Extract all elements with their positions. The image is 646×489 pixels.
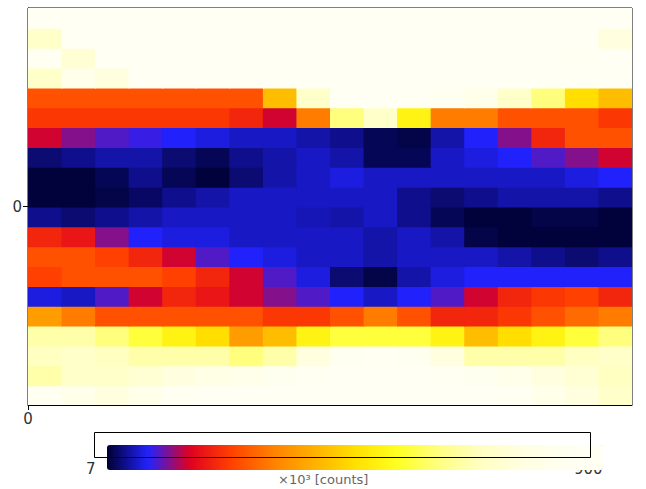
svg-text:7: 7 bbox=[86, 460, 96, 478]
svg-text:×10³ [counts]: ×10³ [counts] bbox=[278, 472, 368, 487]
svg-text:0: 0 bbox=[23, 410, 33, 428]
svg-text:0: 0 bbox=[12, 198, 22, 216]
